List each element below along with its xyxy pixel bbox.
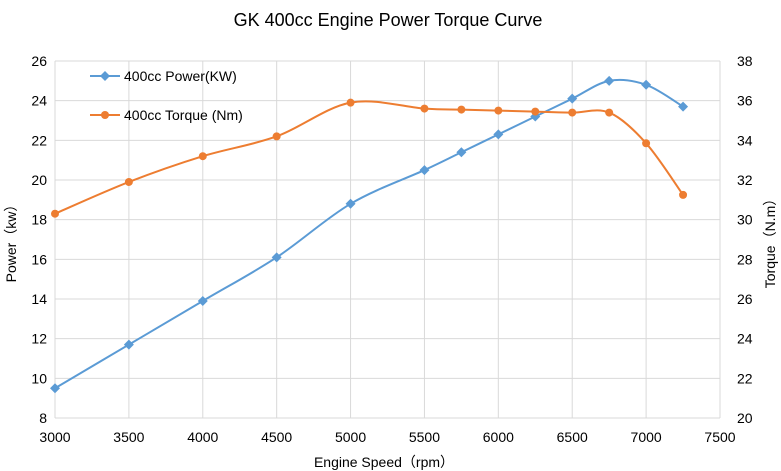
x-tick-label: 6000 bbox=[483, 429, 514, 445]
y-tick-label: 12 bbox=[31, 331, 47, 347]
gridlines bbox=[54, 60, 721, 419]
legend: 400cc Power(KW) 400cc Torque (Nm) bbox=[90, 68, 243, 123]
y-tick-label: 18 bbox=[31, 212, 47, 228]
legend-power-marker bbox=[100, 71, 110, 81]
y2-tick-label: 24 bbox=[737, 331, 753, 347]
x-tick-label: 7500 bbox=[704, 429, 735, 445]
y-tick-label: 26 bbox=[31, 53, 47, 69]
x-tick-label: 5000 bbox=[335, 429, 366, 445]
y-tick-label: 8 bbox=[39, 410, 47, 426]
y2-tick-label: 20 bbox=[737, 410, 753, 426]
y2-tick-label: 22 bbox=[737, 370, 753, 386]
legend-power-label: 400cc Power(KW) bbox=[124, 68, 237, 84]
power-data-point bbox=[567, 93, 578, 104]
power-data-point bbox=[604, 75, 615, 86]
y2-tick-label: 36 bbox=[737, 93, 753, 109]
power-data-point bbox=[50, 383, 60, 394]
x-axis-label: Engine Speed（rpm） bbox=[314, 454, 454, 470]
y2-tick-label: 32 bbox=[737, 172, 753, 188]
y2-axis-label: Torque（N.m） bbox=[762, 192, 778, 288]
y-tick-label: 14 bbox=[31, 291, 47, 307]
y2-tick-label: 38 bbox=[737, 53, 753, 69]
y-tick-label: 20 bbox=[31, 172, 47, 188]
power-series-line bbox=[54, 78, 684, 390]
power-data-point bbox=[456, 147, 467, 158]
x-tick-label: 3000 bbox=[39, 429, 70, 445]
y2-tick-label: 26 bbox=[737, 291, 753, 307]
power-data-point bbox=[271, 252, 282, 263]
torque-data-point bbox=[124, 177, 133, 186]
power-data-point bbox=[123, 339, 134, 350]
torque-data-point bbox=[605, 108, 614, 117]
y2-tick-label: 28 bbox=[737, 251, 753, 267]
series bbox=[50, 75, 689, 394]
power-data-point bbox=[345, 198, 356, 209]
y-tick-label: 10 bbox=[31, 370, 47, 386]
power-data-point bbox=[419, 165, 430, 176]
x-tick-label: 5500 bbox=[409, 429, 440, 445]
y-tick-label: 16 bbox=[31, 251, 47, 267]
legend-torque-label: 400cc Torque (Nm) bbox=[124, 107, 243, 123]
torque-data-point bbox=[51, 209, 59, 218]
legend-torque-marker bbox=[101, 111, 109, 119]
torque-data-point bbox=[420, 104, 429, 113]
torque-data-point bbox=[642, 139, 651, 148]
torque-data-point bbox=[531, 107, 540, 116]
torque-data-point bbox=[457, 105, 466, 114]
y-tick-label: 22 bbox=[31, 132, 47, 148]
torque-data-point bbox=[198, 152, 207, 161]
power-data-point bbox=[197, 295, 208, 306]
y-axis-label: Power（kw） bbox=[3, 198, 19, 283]
power-data-point bbox=[641, 79, 652, 90]
y-tick-label: 24 bbox=[31, 93, 47, 109]
torque-data-point bbox=[568, 108, 577, 117]
x-tick-label: 7000 bbox=[631, 429, 662, 445]
x-tick-label: 4500 bbox=[261, 429, 292, 445]
torque-data-point bbox=[272, 132, 281, 141]
torque-data-point bbox=[346, 98, 355, 107]
torque-data-point bbox=[494, 106, 503, 115]
x-tick-label: 6500 bbox=[557, 429, 588, 445]
y2-tick-label: 30 bbox=[737, 212, 753, 228]
torque-data-point bbox=[679, 190, 688, 199]
y2-tick-label: 34 bbox=[737, 132, 753, 148]
tick-labels: 8 10 12 14 16 18 20 22 24 26 20 22 24 26 28 30 32 34 36 38 3… bbox=[31, 53, 752, 445]
x-tick-label: 4000 bbox=[187, 429, 218, 445]
chart-title: GK 400cc Engine Power Torque Curve bbox=[234, 10, 543, 30]
x-tick-label: 3500 bbox=[113, 429, 144, 445]
power-data-point bbox=[678, 101, 689, 112]
power-data-point bbox=[493, 129, 504, 140]
